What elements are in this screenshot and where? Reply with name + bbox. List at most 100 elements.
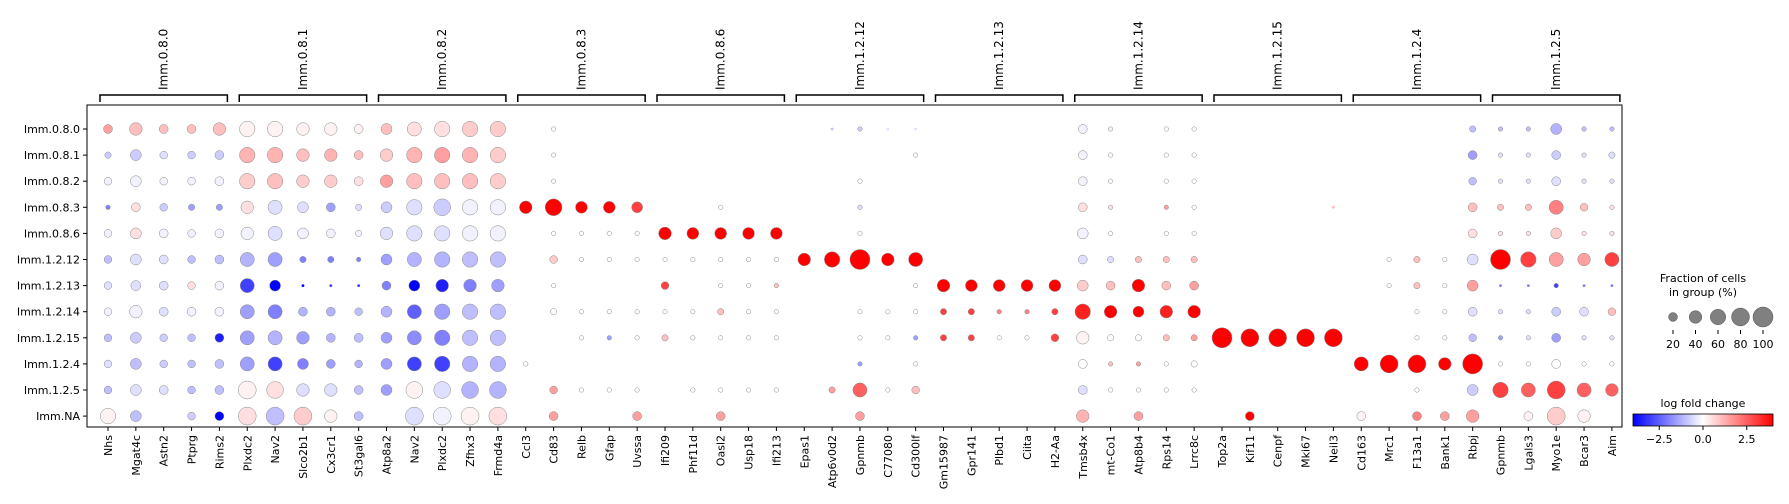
size-legend-dot [1731,307,1750,327]
dot [1190,360,1198,368]
dot [357,284,361,288]
dot [129,122,143,136]
dot [380,253,393,266]
dot [103,229,113,238]
dot [550,308,558,316]
dot [380,358,393,370]
row-label: Imm.1.2.4 [24,358,80,371]
dot [1025,205,1029,209]
dot [326,202,336,213]
dot [187,333,196,342]
dot [524,231,528,235]
dot [1191,387,1197,393]
dot [462,121,479,137]
dot [1466,279,1479,292]
dot [296,122,310,136]
dot [1135,256,1142,263]
dot [663,388,667,392]
dot [1353,356,1369,372]
dot [489,329,506,346]
dot [691,205,695,209]
dot [996,335,1002,341]
dot [663,362,667,366]
column-label: Gm15987 [938,435,951,489]
dot [715,411,726,421]
dot [1077,227,1089,240]
column-label: Atp8b4 [1132,435,1145,475]
dot [607,127,611,131]
column-label: Zfhx3 [464,435,477,467]
dot [1078,124,1088,134]
dot [380,305,393,318]
dot [524,284,528,288]
dot [1577,409,1591,423]
dot [544,198,563,216]
dot [407,330,422,346]
dot [1608,151,1616,159]
column-label: Mrc1 [1383,435,1396,462]
dot [1525,335,1531,341]
row-label: Imm.0.8.6 [24,227,80,240]
column-label: Astn2 [158,435,171,467]
dot [1412,411,1422,421]
dot [433,406,452,426]
dot [1576,382,1592,398]
dot [1331,205,1335,209]
dot [524,153,528,157]
dot [297,201,309,214]
dot [130,175,142,187]
dot [746,283,752,289]
dot [460,406,480,426]
dot [353,150,364,160]
dot [969,388,973,392]
dot [159,359,168,369]
group-label: Imm.0.8.6 [714,29,728,90]
column-label: Neil3 [1327,435,1340,463]
dot [267,147,284,164]
dot [214,150,225,160]
column-label: Top2a [1216,435,1229,468]
dot [718,257,724,262]
dot [607,153,611,157]
dot [1048,279,1062,292]
column-label: H2-Aa [1049,435,1062,468]
group-label: Imm.1.2.14 [1131,21,1145,90]
dot [1442,257,1448,262]
dot [914,231,918,235]
dot [1413,256,1421,263]
dot [858,284,862,288]
dot [461,381,479,399]
dot [997,205,1001,209]
size-legend-label: 80 [1734,338,1748,351]
dot [940,334,947,342]
dot [914,205,918,209]
group-label: Imm.0.8.2 [435,29,449,90]
dot [1498,309,1503,315]
dot [1024,335,1030,341]
dot [1523,411,1534,421]
dot [265,406,285,426]
dot [355,229,363,237]
dot [434,173,451,190]
dot [488,406,508,426]
dot [354,307,363,316]
dot [1387,179,1391,183]
dot [1443,179,1447,183]
dot [214,254,225,265]
dot [297,358,309,370]
group-label: Imm.0.8.0 [157,29,171,90]
dot [103,333,113,342]
dot [690,257,696,262]
dot [159,150,168,160]
group-bracket [1491,94,1621,102]
dot [1245,411,1255,421]
dot [1609,335,1615,341]
dot [830,336,834,340]
column-label: Atp8a2 [381,435,394,474]
dot [1525,152,1531,158]
dot [489,303,506,320]
dot [1107,256,1115,263]
column-label: Aim [1606,435,1619,456]
dot [718,204,724,210]
dot [239,278,255,293]
